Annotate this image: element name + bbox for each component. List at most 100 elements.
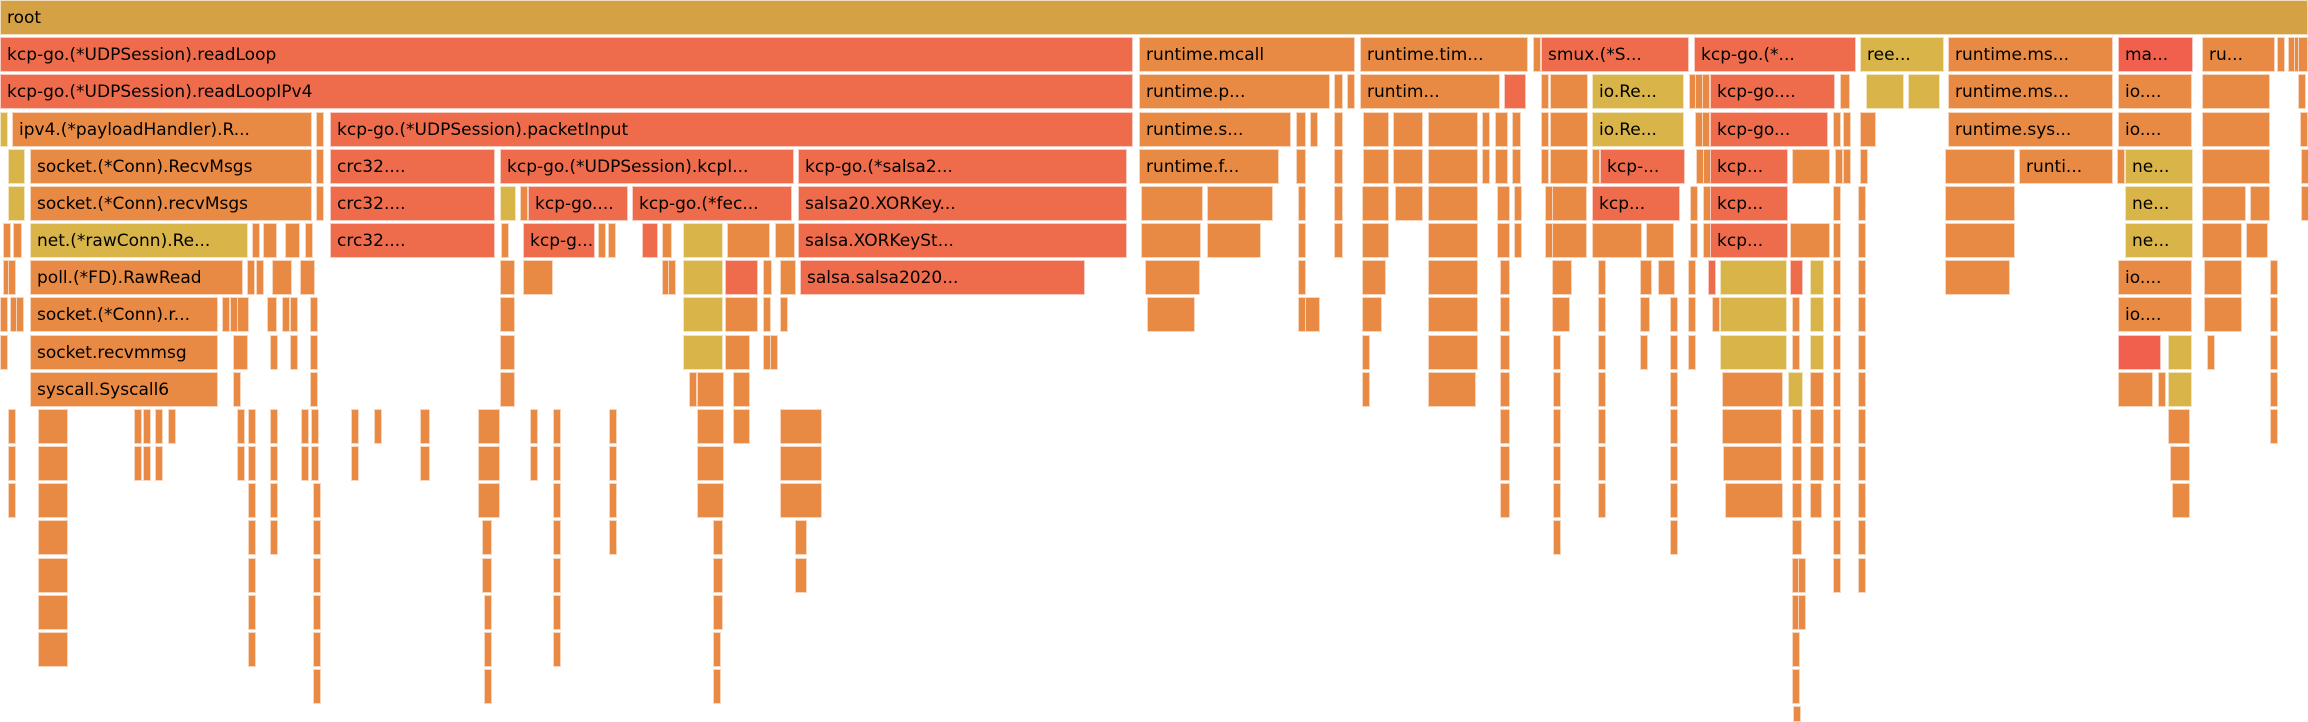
frame-cell[interactable]: [1835, 149, 1843, 185]
frame-cell[interactable]: [697, 446, 724, 482]
frame-cell[interactable]: [1833, 223, 1841, 259]
frame-cell[interactable]: [351, 446, 359, 482]
frame-cell[interactable]: [1553, 409, 1561, 445]
frame-cell[interactable]: [313, 632, 321, 668]
frame-cell[interactable]: [763, 260, 772, 296]
frame-cell[interactable]: [1670, 520, 1678, 556]
frame-cell[interactable]: [478, 409, 500, 445]
frame-cell[interactable]: [310, 335, 318, 371]
frame-kcp[interactable]: kcp...: [1710, 149, 1788, 185]
frame-cell[interactable]: [1688, 297, 1696, 333]
frame-cell[interactable]: [2204, 260, 2242, 296]
frame-cell[interactable]: [1428, 297, 1478, 333]
frame-cell[interactable]: [8, 149, 25, 185]
frame-salsa-salsa2020[interactable]: salsa.salsa2020...: [800, 260, 1085, 296]
frame-cell[interactable]: [155, 446, 163, 482]
frame-cell[interactable]: [1500, 483, 1510, 519]
frame-syscall-syscall6[interactable]: syscall.Syscall6: [30, 372, 218, 408]
frame-cell[interactable]: [1833, 372, 1841, 408]
frame-cell[interactable]: [1670, 372, 1678, 408]
frame-cell[interactable]: [1550, 74, 1588, 110]
frame-ipv4-payloadhandler-r[interactable]: ipv4.(*payloadHandler).R...: [12, 112, 312, 148]
frame-cell[interactable]: [316, 186, 324, 222]
frame-kcp-go[interactable]: kcp-go.(*...: [1694, 37, 1856, 73]
frame-ne[interactable]: ne...: [2125, 186, 2193, 222]
frame-cell[interactable]: [1500, 372, 1510, 408]
frame-cell[interactable]: [1798, 558, 1806, 594]
frame-cell[interactable]: [780, 409, 822, 445]
frame-cell[interactable]: [1296, 149, 1306, 185]
frame-cell[interactable]: [1553, 446, 1561, 482]
frame-cell[interactable]: [609, 446, 617, 482]
frame-cell[interactable]: [1334, 223, 1343, 259]
frame-cell[interactable]: [1858, 558, 1866, 594]
frame-cell[interactable]: [530, 446, 538, 482]
frame-cell[interactable]: [263, 223, 277, 259]
frame-cell[interactable]: [1858, 260, 1866, 296]
frame-kcp-go-salsa2[interactable]: kcp-go.(*salsa2...: [798, 149, 1127, 185]
frame-cell[interactable]: [222, 297, 230, 333]
frame-cell[interactable]: [2202, 74, 2270, 110]
frame-cell[interactable]: [267, 297, 277, 333]
frame-cell[interactable]: [683, 297, 723, 333]
frame-cell[interactable]: [1334, 74, 1343, 110]
frame-cell[interactable]: [134, 446, 142, 482]
frame-cell[interactable]: [270, 446, 278, 482]
frame-cell[interactable]: [2277, 37, 2285, 73]
frame-cell[interactable]: [1147, 297, 1195, 333]
frame-cell[interactable]: [1945, 149, 2015, 185]
frame-cell[interactable]: [1482, 149, 1490, 185]
frame-cell[interactable]: [8, 446, 16, 482]
frame-cell[interactable]: [420, 409, 430, 445]
frame-cell[interactable]: [1670, 483, 1678, 519]
frame-salsa-xorkeyst[interactable]: salsa.XORKeySt...: [798, 223, 1127, 259]
frame-cell[interactable]: [420, 446, 430, 482]
frame-cell[interactable]: [1598, 446, 1606, 482]
frame-cell[interactable]: [248, 409, 256, 445]
frame-cell[interactable]: [553, 558, 561, 594]
frame-cell[interactable]: [2300, 112, 2308, 148]
frame-kcp-go[interactable]: kcp-go....: [1710, 74, 1835, 110]
frame-cell[interactable]: [795, 520, 807, 556]
frame-cell[interactable]: [2301, 149, 2308, 185]
frame-cell[interactable]: [1552, 186, 1587, 222]
frame-cell[interactable]: [1945, 223, 2015, 259]
frame-root[interactable]: root: [0, 0, 2308, 36]
frame-cell[interactable]: [1541, 74, 1549, 110]
frame-cell[interactable]: [247, 260, 255, 296]
frame-cell[interactable]: [1688, 335, 1696, 371]
frame-cell[interactable]: [8, 260, 16, 296]
frame-cell[interactable]: [1858, 483, 1866, 519]
frame-cell[interactable]: [1598, 335, 1606, 371]
frame-cell[interactable]: [2270, 372, 2278, 408]
frame-cell[interactable]: [38, 632, 68, 668]
frame-cell[interactable]: [2270, 335, 2278, 371]
frame-cell[interactable]: [2270, 409, 2278, 445]
frame-cell[interactable]: [1810, 409, 1824, 445]
frame-cell[interactable]: [2170, 446, 2190, 482]
frame-cell[interactable]: [1363, 112, 1389, 148]
frame-cell[interactable]: [668, 260, 676, 296]
frame-cell[interactable]: [727, 223, 770, 259]
frame-kcp-go-udpsession-kcpi[interactable]: kcp-go.(*UDPSession).kcpI...: [500, 149, 794, 185]
frame-cell[interactable]: [1792, 520, 1802, 556]
frame-cell[interactable]: [233, 335, 248, 371]
frame-cell[interactable]: [134, 409, 142, 445]
frame-cell[interactable]: [1792, 669, 1800, 705]
frame-cell[interactable]: [697, 372, 724, 408]
frame-socket-conn-recvmsgs[interactable]: socket.(*Conn).RecvMsgs: [30, 149, 312, 185]
frame-cell[interactable]: [713, 520, 723, 556]
frame-cell[interactable]: [310, 372, 318, 408]
frame-cell[interactable]: [1688, 260, 1696, 296]
frame-cell[interactable]: [155, 409, 163, 445]
frame-cell[interactable]: [1362, 297, 1382, 333]
frame-cell[interactable]: [523, 260, 553, 296]
frame-cell[interactable]: [313, 669, 321, 705]
frame-cell[interactable]: [1833, 112, 1841, 148]
frame-cell[interactable]: [1833, 335, 1841, 371]
frame-cell[interactable]: [1833, 186, 1841, 222]
frame-cell[interactable]: [500, 186, 516, 222]
frame-cell[interactable]: [1500, 260, 1510, 296]
frame-cell[interactable]: [270, 483, 278, 519]
frame-cell[interactable]: [1207, 223, 1261, 259]
